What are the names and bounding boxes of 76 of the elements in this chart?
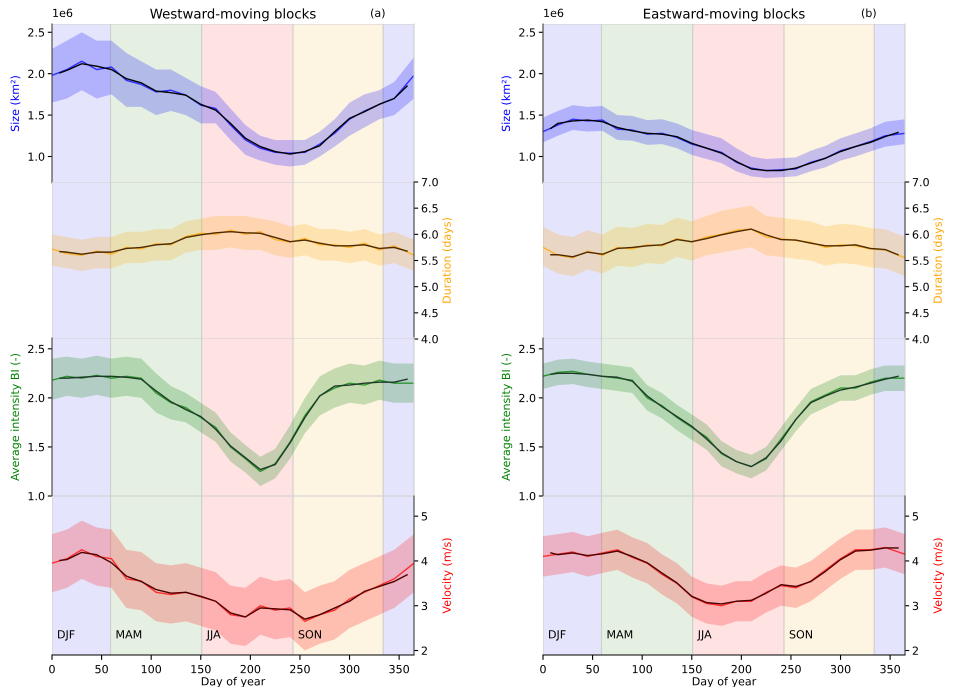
y-axis-title: Duration (days) bbox=[933, 218, 944, 303]
x-tick-label: 0 bbox=[49, 664, 55, 674]
y-tick-label: 2.5 bbox=[28, 28, 44, 37]
y-tick-label: 7.0 bbox=[912, 178, 929, 186]
y-tick-label: 2.5 bbox=[519, 28, 536, 37]
band-label: JJA bbox=[206, 630, 221, 641]
y-axis-title: Velocity (m/s) bbox=[442, 538, 453, 614]
y-tick-label: 5 bbox=[422, 512, 428, 521]
x-tick-label: 250 bbox=[781, 664, 801, 674]
y-tick-label: 5 bbox=[912, 512, 918, 521]
y-tick-label: 6.0 bbox=[912, 230, 929, 239]
y-tick-label: 1.5 bbox=[28, 443, 44, 452]
y-tick-label: 1.5 bbox=[520, 443, 536, 452]
y-tick-label: 4.5 bbox=[912, 308, 929, 318]
band-label: JJA bbox=[697, 630, 712, 641]
x-tick-label: 250 bbox=[290, 664, 310, 674]
text: 1e6 bbox=[53, 8, 72, 18]
y-tick-label: 2.0 bbox=[28, 394, 44, 402]
chart-title: Westward-moving blocks bbox=[150, 8, 316, 22]
band-label: MAM bbox=[116, 630, 142, 638]
x-tick-label: 300 bbox=[340, 664, 360, 674]
y-tick-label: 4 bbox=[912, 557, 918, 566]
y-tick-label: 1.0 bbox=[520, 152, 536, 161]
y-tick-label: 4.5 bbox=[421, 308, 438, 318]
y-tick-label: 2 bbox=[422, 646, 427, 655]
band-label: SON bbox=[298, 630, 321, 639]
y-tick-label: 5.5 bbox=[912, 256, 929, 265]
x-tick-label: 50 bbox=[95, 664, 108, 674]
y-tick-label: 2 bbox=[912, 646, 918, 655]
y-tick-label: 1.0 bbox=[520, 492, 536, 500]
band-label: DJF bbox=[549, 630, 566, 641]
text: (a) bbox=[371, 8, 385, 18]
y-tick-label: 2.5 bbox=[519, 344, 536, 354]
y-tick-label: 2.0 bbox=[519, 70, 536, 78]
x-tick-label: 100 bbox=[142, 664, 162, 674]
y-axis-title: Size (km²) bbox=[501, 76, 512, 132]
y-tick-label: 2.0 bbox=[28, 70, 44, 78]
y-tick-label: 1.0 bbox=[28, 492, 44, 500]
y-tick-label: 3 bbox=[422, 602, 428, 610]
x-tick-label: 50 bbox=[586, 664, 599, 674]
x-tick-label: 150 bbox=[191, 664, 211, 674]
x-tick-label: 100 bbox=[632, 664, 652, 674]
y-tick-label: 4 bbox=[421, 557, 428, 566]
y-tick-label: 6.0 bbox=[422, 230, 438, 239]
x-tick-label: 150 bbox=[682, 664, 702, 674]
y-axis-title: Duration (days) bbox=[442, 218, 453, 303]
x-tick-label: 200 bbox=[240, 664, 260, 674]
y-tick-label: 1.0 bbox=[28, 152, 44, 161]
x-tick-label: 300 bbox=[830, 664, 850, 674]
text: (b) bbox=[862, 8, 876, 18]
y-axis-title: Average intensity BI (-) bbox=[10, 354, 22, 481]
band-label: DJF bbox=[58, 630, 75, 641]
y-axis-title: Velocity (m/s) bbox=[933, 538, 944, 614]
x-tick-label: 0 bbox=[540, 664, 546, 674]
y-axis-title: Average intensity BI (-) bbox=[501, 354, 512, 481]
y-tick-label: 5.0 bbox=[912, 282, 929, 292]
y-tick-label: 5.5 bbox=[422, 256, 438, 265]
y-tick-label: 4.0 bbox=[912, 334, 929, 344]
y-tick-label: 1.5 bbox=[28, 111, 44, 120]
y-tick-label: 2.5 bbox=[28, 344, 44, 354]
y-tick-label: 2.0 bbox=[519, 394, 536, 402]
y-tick-label: 5.0 bbox=[422, 282, 438, 292]
band-label: SON bbox=[790, 630, 812, 639]
y-axis-title: Size (km²) bbox=[10, 76, 20, 132]
y-tick-label: 6.5 bbox=[422, 204, 438, 213]
x-tick-label: 200 bbox=[732, 664, 752, 674]
y-tick-label: 7.0 bbox=[422, 178, 438, 186]
y-tick-label: 6.5 bbox=[912, 204, 929, 213]
x-tick-label: 350 bbox=[389, 664, 409, 674]
x-tick-label: 350 bbox=[880, 664, 900, 674]
y-tick-label: 3 bbox=[912, 602, 918, 610]
y-tick-label: 4.0 bbox=[421, 334, 438, 344]
band-label: MAM bbox=[608, 630, 632, 638]
chart-title: Eastward-moving blocks bbox=[644, 8, 805, 22]
text: 1e6 bbox=[544, 8, 564, 18]
y-tick-label: 1.5 bbox=[520, 111, 536, 120]
